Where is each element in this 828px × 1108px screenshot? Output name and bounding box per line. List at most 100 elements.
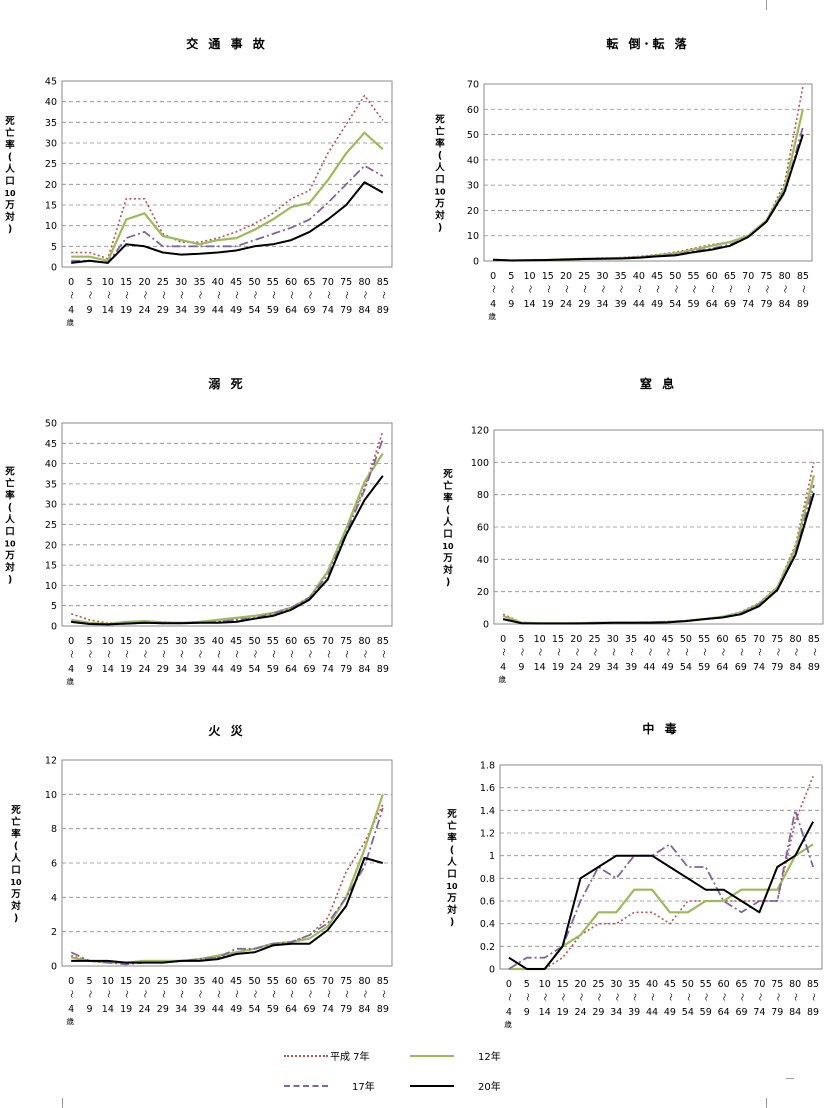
x-tick-label-end: 19: [542, 299, 554, 310]
legend-line-h20: [410, 1085, 454, 1087]
x-tick-separator: 〜: [379, 990, 388, 998]
x-tick-separator: 〜: [306, 650, 315, 658]
y-axis-label-char: 口: [5, 527, 15, 538]
y-axis-label-char: 口: [11, 865, 21, 876]
y-axis-label-char: 口: [5, 176, 15, 187]
x-tick-label-start: 30: [596, 271, 608, 282]
x-tick-label-end: 24: [574, 1007, 586, 1018]
x-tick-label-end: 79: [340, 1004, 352, 1015]
x-tick-label-end: 4: [68, 664, 74, 675]
y-tick-label: 1.8: [480, 761, 495, 772]
x-tick-separator: 〜: [141, 291, 150, 299]
x-tick-separator: 〜: [306, 291, 315, 299]
x-tick-separator: 〜: [159, 291, 168, 299]
x-tick-label-end: 64: [285, 305, 297, 316]
y-axis-label-char: ): [446, 577, 450, 588]
x-tick-unit: 歳: [498, 674, 506, 684]
x-tick-separator: 〜: [489, 285, 498, 293]
x-tick-label-start: 15: [120, 976, 132, 987]
y-tick-label: 2: [51, 927, 57, 938]
x-tick-label-start: 35: [193, 277, 205, 288]
x-tick-separator: 〜: [666, 993, 675, 1001]
x-tick-label-start: 20: [560, 271, 572, 282]
x-tick-label-start: 45: [230, 976, 242, 987]
legend-line-h7: [284, 1055, 328, 1057]
x-tick-separator: 〜: [287, 650, 296, 658]
x-tick-label-start: 0: [68, 976, 74, 987]
x-tick-label-start: 65: [724, 271, 736, 282]
y-tick-label: 5: [51, 601, 57, 612]
x-tick-label-start: 15: [120, 636, 132, 647]
x-tick-label-start: 15: [120, 277, 132, 288]
x-tick-label-start: 65: [735, 634, 747, 645]
x-tick-unit: 歳: [66, 317, 74, 327]
x-tick-separator: 〜: [562, 285, 571, 293]
y-tick-label: 0: [51, 962, 57, 973]
x-tick-label-end: 4: [506, 1007, 512, 1018]
x-tick-label-end: 69: [735, 662, 747, 673]
x-tick-label-start: 0: [68, 277, 74, 288]
x-tick-label-end: 34: [596, 299, 608, 310]
x-tick-label-end: 79: [771, 1007, 783, 1018]
x-tick-separator: 〜: [287, 291, 296, 299]
x-tick-label-end: 89: [377, 1004, 389, 1015]
x-tick-label-end: 64: [285, 1004, 297, 1015]
x-tick-label-start: 70: [322, 636, 334, 647]
y-axis-label-char: (: [8, 152, 12, 163]
x-tick-label-start: 15: [557, 979, 569, 990]
x-tick-label-end: 34: [175, 305, 187, 316]
x-tick-label-start: 10: [534, 634, 546, 645]
x-tick-label-start: 35: [193, 976, 205, 987]
y-axis-label-char: 対: [10, 900, 21, 912]
x-tick-separator: 〜: [517, 648, 526, 656]
x-tick-separator: 〜: [104, 291, 113, 299]
x-tick-label-start: 70: [742, 271, 754, 282]
x-tick-label-start: 5: [86, 636, 92, 647]
x-tick-label-end: 44: [212, 305, 224, 316]
y-tick-label: 1.6: [480, 783, 495, 794]
x-tick-label-end: 29: [592, 1007, 604, 1018]
y-axis-label-char: 10: [4, 189, 16, 198]
x-tick-label-end: 14: [539, 1007, 551, 1018]
x-tick-label-start: 30: [607, 634, 619, 645]
x-tick-label-end: 9: [86, 664, 92, 675]
x-tick-label-end: 34: [610, 1007, 622, 1018]
x-tick-label-end: 89: [797, 299, 809, 310]
series-line-4: [493, 134, 804, 262]
x-tick-label-end: 14: [102, 664, 114, 675]
x-tick-separator: 〜: [196, 291, 205, 299]
x-tick-label-end: 54: [682, 1007, 694, 1018]
y-axis-label-char: 亡: [443, 480, 453, 492]
series-line-4: [71, 856, 384, 964]
y-axis-label-char: ): [8, 575, 12, 586]
x-tick-label-end: 44: [633, 299, 645, 310]
y-tick-label: 8: [51, 824, 57, 835]
y-axis-label-char: 率: [435, 138, 445, 150]
x-tick-separator: 〜: [635, 285, 644, 293]
x-tick-separator: 〜: [738, 993, 747, 1001]
x-tick-label-end: 79: [771, 662, 783, 673]
x-tick-label-end: 9: [508, 299, 514, 310]
x-tick-separator: 〜: [67, 291, 76, 299]
x-tick-separator: 〜: [671, 285, 680, 293]
x-tick-label-start: 45: [230, 277, 242, 288]
x-tick-separator: 〜: [306, 990, 315, 998]
x-tick-label-start: 0: [506, 979, 512, 990]
x-tick-separator: 〜: [598, 285, 607, 293]
x-tick-separator: 〜: [648, 993, 657, 1001]
x-tick-label-end: 84: [779, 299, 791, 310]
x-tick-label-end: 59: [267, 664, 279, 675]
x-tick-label-end: 49: [230, 664, 242, 675]
x-tick-label-end: 84: [358, 305, 370, 316]
x-tick-label-start: 55: [267, 277, 279, 288]
y-axis-label-char: 10: [446, 882, 458, 891]
x-tick-label-start: 55: [267, 636, 279, 647]
x-tick-separator: 〜: [664, 648, 673, 656]
x-tick-separator: 〜: [324, 990, 333, 998]
x-tick-separator: 〜: [141, 990, 150, 998]
x-tick-label-start: 65: [303, 976, 315, 987]
chart-1: 交 通 事 故 0 5 10 15 20 25 30 35 40 45 死亡率(人口 10 万対) 0 〜 4歳…: [4, 36, 393, 327]
x-tick-label-end: 29: [588, 662, 600, 673]
y-tick-label: 50: [467, 130, 479, 141]
y-tick-label: 15: [45, 561, 57, 572]
